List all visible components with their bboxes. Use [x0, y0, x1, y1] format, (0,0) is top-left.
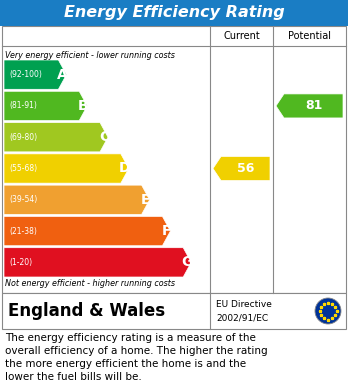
Bar — [2, 26, 346, 293]
Text: D: D — [119, 161, 130, 176]
Text: (1-20): (1-20) — [9, 258, 32, 267]
Text: Very energy efficient - lower running costs: Very energy efficient - lower running co… — [5, 50, 175, 59]
Text: (81-91): (81-91) — [9, 101, 37, 110]
Text: EU Directive: EU Directive — [216, 300, 272, 309]
Text: G: G — [182, 255, 193, 269]
Text: E: E — [141, 193, 150, 207]
Circle shape — [315, 298, 341, 324]
Text: lower the fuel bills will be.: lower the fuel bills will be. — [5, 372, 142, 382]
Polygon shape — [4, 60, 66, 89]
Text: 2002/91/EC: 2002/91/EC — [216, 314, 268, 323]
Bar — [2, 293, 346, 329]
Text: 81: 81 — [305, 99, 322, 113]
Text: Energy Efficiency Rating: Energy Efficiency Rating — [64, 5, 284, 20]
Text: (21-38): (21-38) — [9, 226, 37, 235]
Polygon shape — [4, 122, 108, 152]
Text: B: B — [78, 99, 88, 113]
Polygon shape — [4, 154, 129, 183]
Text: (69-80): (69-80) — [9, 133, 37, 142]
Text: C: C — [99, 130, 109, 144]
Polygon shape — [276, 94, 343, 118]
Polygon shape — [4, 91, 87, 120]
Text: (39-54): (39-54) — [9, 195, 37, 204]
Text: Not energy efficient - higher running costs: Not energy efficient - higher running co… — [5, 280, 175, 289]
Polygon shape — [213, 156, 270, 181]
Text: A: A — [57, 68, 68, 82]
Text: overall efficiency of a home. The higher the rating: overall efficiency of a home. The higher… — [5, 346, 268, 356]
Text: Potential: Potential — [288, 31, 331, 41]
Text: 56: 56 — [237, 162, 254, 175]
Text: (92-100): (92-100) — [9, 70, 42, 79]
Polygon shape — [4, 217, 171, 246]
Text: England & Wales: England & Wales — [8, 302, 165, 320]
Polygon shape — [4, 248, 191, 277]
Polygon shape — [4, 185, 150, 214]
Text: (55-68): (55-68) — [9, 164, 37, 173]
Bar — [0, 0, 348, 26]
Text: the more energy efficient the home is and the: the more energy efficient the home is an… — [5, 359, 246, 369]
Text: F: F — [162, 224, 171, 238]
Text: The energy efficiency rating is a measure of the: The energy efficiency rating is a measur… — [5, 333, 256, 343]
Text: Current: Current — [223, 31, 260, 41]
